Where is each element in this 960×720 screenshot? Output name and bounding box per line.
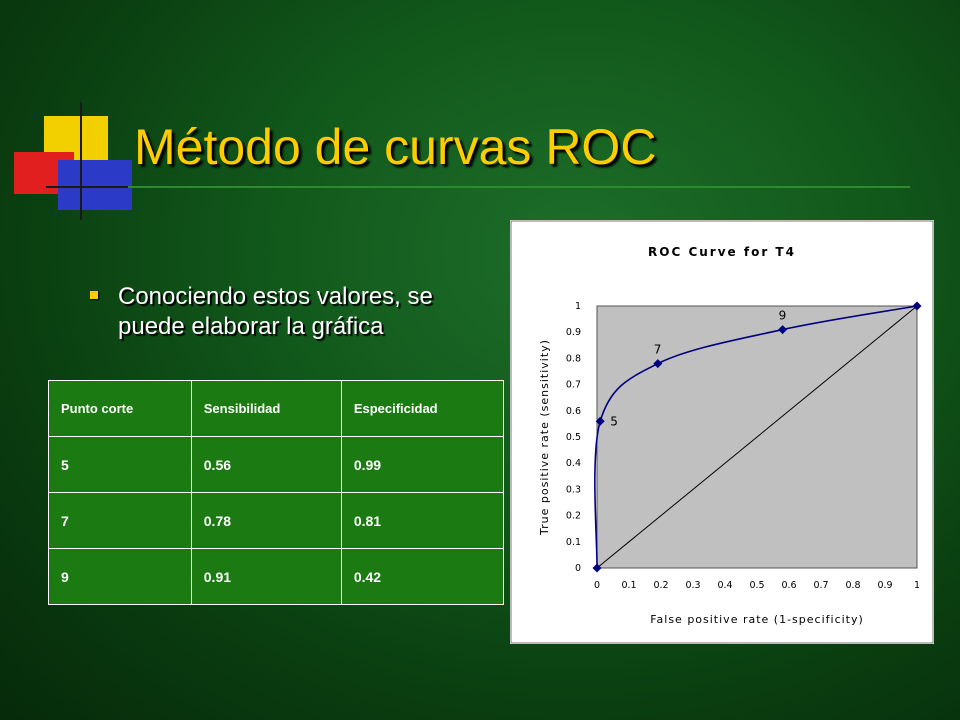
table-cell: 0.81 <box>340 492 505 549</box>
y-axis-label: True positive rate (sensitivity) <box>538 339 551 536</box>
title-underline <box>128 186 910 188</box>
x-tick-label: 1 <box>914 580 920 591</box>
header-cell-especificidad: Especificidad <box>340 380 505 437</box>
x-tick-label: 0.8 <box>845 580 860 591</box>
y-tick-label: 0.8 <box>566 353 581 364</box>
decor-horizontal-line <box>46 186 138 188</box>
x-tick-labels: 0 0.1 0.2 0.3 0.4 0.5 0.6 0.7 0.8 0.9 1 <box>594 580 920 591</box>
table-cell: 9 <box>48 548 192 605</box>
x-tick-label: 0.4 <box>717 580 732 591</box>
roc-chart-svg: ROC Curve for T4 0 0.1 0.2 0.3 0.4 0.5 0.6 0.7 0… <box>510 220 934 644</box>
bullet-item: Conociendo estos valores, se puede elabo… <box>90 282 490 342</box>
x-tick-label: 0.2 <box>653 580 668 591</box>
decor-vertical-line <box>80 102 82 220</box>
header-cell-punto-corte: Punto corte <box>48 380 192 437</box>
roc-point-label: 7 <box>654 343 662 357</box>
table-row: 9 0.91 0.42 <box>48 548 505 605</box>
table-header-row: Punto corte Sensibilidad Especificidad <box>48 380 505 437</box>
y-tick-label: 0.5 <box>566 432 581 443</box>
roc-point-label: 5 <box>610 414 618 428</box>
x-tick-label: 0.9 <box>877 580 892 591</box>
roc-point-marker <box>595 416 605 426</box>
chart-frame <box>510 220 934 644</box>
x-tick-label: 0 <box>594 580 600 591</box>
y-tick-label: 0.7 <box>566 380 581 391</box>
reference-diagonal-line <box>596 305 918 569</box>
header-cell-sensibilidad: Sensibilidad <box>190 380 342 437</box>
roc-point-marker <box>592 563 602 573</box>
table-cell: 0.99 <box>340 436 505 493</box>
y-tick-label: 0.3 <box>566 484 581 495</box>
roc-chart: ROC Curve for T4 0 0.1 0.2 0.3 0.4 0.5 0.6 0.7 0… <box>510 220 934 644</box>
y-tick-label: 0.6 <box>566 406 581 417</box>
y-tick-label: 0.4 <box>566 458 581 469</box>
x-axis-label: False positive rate (1-specificity) <box>650 613 864 626</box>
table-row: 7 0.78 0.81 <box>48 492 505 549</box>
table-cell: 0.91 <box>190 548 342 605</box>
decor-blue-square <box>58 160 132 210</box>
chart-title: ROC Curve for T4 <box>648 245 796 259</box>
y-tick-label: 0 <box>575 563 581 574</box>
x-tick-label: 0.1 <box>621 580 636 591</box>
y-tick-label: 0.2 <box>566 511 581 522</box>
x-tick-label: 0.7 <box>813 580 828 591</box>
cutoff-table: Punto corte Sensibilidad Especificidad 5… <box>48 380 505 605</box>
roc-point-marker <box>778 325 788 335</box>
y-tick-label: 0.1 <box>566 537 581 548</box>
table-cell: 0.42 <box>340 548 505 605</box>
roc-point-label: 9 <box>779 309 787 323</box>
y-tick-label: 0.9 <box>566 327 581 338</box>
table-row: 5 0.56 0.99 <box>48 436 505 493</box>
bullet-square-icon <box>90 291 98 299</box>
table-cell: 5 <box>48 436 192 493</box>
x-tick-label: 0.5 <box>749 580 764 591</box>
table-cell: 0.78 <box>190 492 342 549</box>
x-tick-label: 0.3 <box>685 580 700 591</box>
roc-point-marker <box>912 301 922 311</box>
y-tick-labels: 0 0.1 0.2 0.3 0.4 0.5 0.6 0.7 0.8 0.9 1 <box>566 301 581 574</box>
roc-point-marker <box>653 359 663 369</box>
roc-points: 5 7 9 <box>592 301 922 573</box>
slide-title: Método de curvas ROC <box>134 119 657 175</box>
x-tick-label: 0.6 <box>781 580 796 591</box>
reference-line-layer <box>596 305 918 569</box>
table-cell: 0.56 <box>190 436 342 493</box>
y-tick-label: 1 <box>575 301 581 312</box>
table-cell: 7 <box>48 492 192 549</box>
bullet-text: Conociendo estos valores, se puede elabo… <box>118 283 433 340</box>
